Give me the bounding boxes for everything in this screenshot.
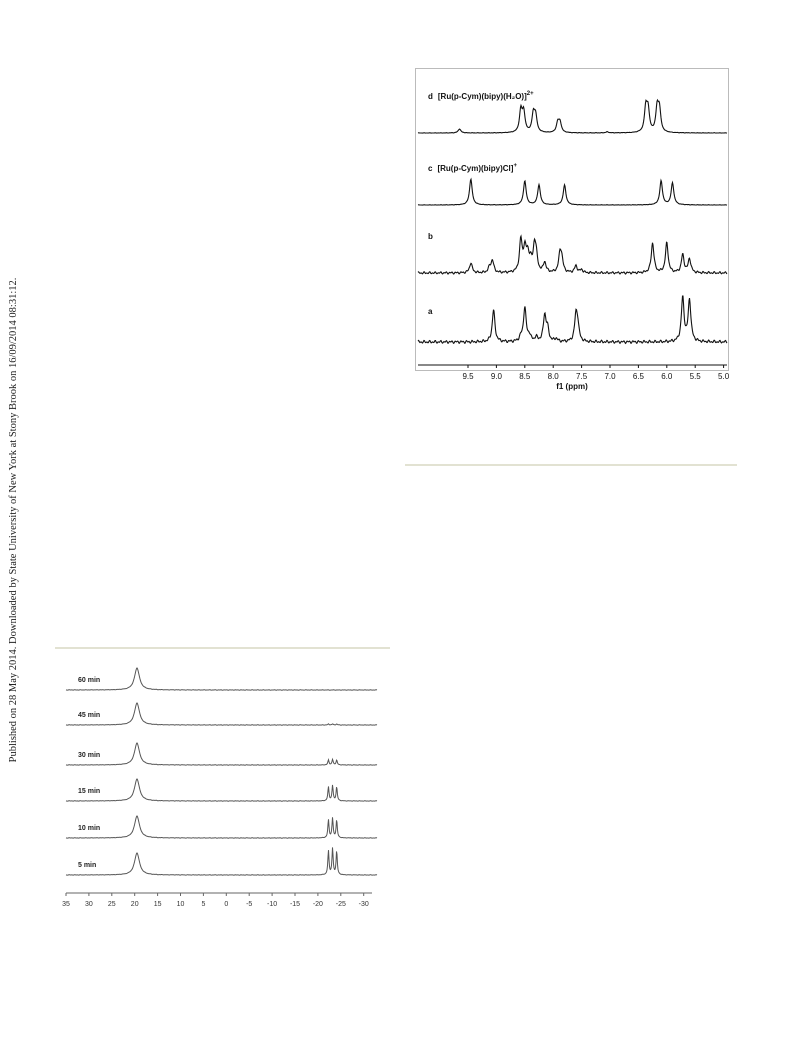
trace-label: c [Ru(p-Cym)(bipy)Cl]+ bbox=[428, 163, 517, 173]
x-tick-label: 6.5 bbox=[633, 372, 645, 381]
x-tick-label: 7.5 bbox=[576, 372, 588, 381]
spectrum bbox=[65, 815, 378, 839]
charge: 2+ bbox=[527, 91, 534, 97]
compound: [Ru(p-Cym)(bipy)Cl] bbox=[437, 164, 513, 173]
compound: [Ru(p-Cym)(bipy)(H₂O)] bbox=[438, 92, 527, 101]
trace-letter: b bbox=[428, 232, 433, 241]
x-tick-label: 30 bbox=[85, 901, 93, 908]
x-tick-label: 7.0 bbox=[604, 372, 616, 381]
x-tick-label: 20 bbox=[131, 901, 139, 908]
trace-label: 10 min bbox=[78, 825, 100, 832]
x-tick-label: 9.5 bbox=[462, 372, 474, 381]
spectrum bbox=[65, 778, 378, 802]
trace-label: 60 min bbox=[78, 677, 100, 684]
trace-label: 15 min bbox=[78, 788, 100, 795]
spectrum bbox=[65, 667, 378, 691]
x-tick-label: -25 bbox=[336, 901, 346, 908]
trace-label: d [Ru(p-Cym)(bipy)(H₂O)]2+ bbox=[428, 91, 534, 101]
figure-1-frame bbox=[415, 68, 729, 371]
trace-label: b bbox=[428, 232, 433, 241]
trace-label: a bbox=[428, 307, 433, 316]
trace-label: 30 min bbox=[78, 752, 100, 759]
figure-2: 60 min 45 min 30 min 15 min 10 min 5 min 35 30 2… bbox=[62, 667, 378, 908]
x-tick-label: -5 bbox=[246, 901, 252, 908]
x-tick-label: 10 bbox=[177, 901, 185, 908]
sidebar: Published on 28 May 2014. Downloaded by … bbox=[8, 278, 19, 763]
x-tick-label: 25 bbox=[108, 901, 116, 908]
spectrum bbox=[417, 234, 728, 275]
x-tick-label: 35 bbox=[62, 901, 70, 908]
spectrum bbox=[417, 295, 728, 345]
x-tick-label: -10 bbox=[267, 901, 277, 908]
x-tick-label: 6.0 bbox=[661, 372, 673, 381]
trace-label: 45 min bbox=[78, 712, 100, 719]
spectrum bbox=[417, 177, 728, 206]
trace-letter: a bbox=[428, 307, 433, 316]
x-tick-label: 5.5 bbox=[690, 372, 702, 381]
x-tick-label: 8.5 bbox=[519, 372, 531, 381]
x-tick-label: 0 bbox=[224, 901, 228, 908]
spectrum bbox=[417, 98, 728, 134]
charge: + bbox=[513, 163, 517, 169]
x-tick-label: 9.0 bbox=[491, 372, 503, 381]
x-axis-label: f1 (ppm) bbox=[556, 382, 588, 391]
x-tick-label: 15 bbox=[154, 901, 162, 908]
spectrum bbox=[65, 702, 378, 726]
x-tick-label: -20 bbox=[313, 901, 323, 908]
x-tick-label: -15 bbox=[290, 901, 300, 908]
spectrum bbox=[65, 742, 378, 766]
spectrum bbox=[65, 847, 378, 876]
x-tick-label: 5.0 bbox=[718, 372, 730, 381]
x-tick-label: 8.0 bbox=[548, 372, 560, 381]
x-tick-label: -30 bbox=[359, 901, 369, 908]
trace-label: 5 min bbox=[78, 862, 96, 869]
trace-letter: d bbox=[428, 92, 433, 101]
x-tick-label: 5 bbox=[201, 901, 205, 908]
figure-1: d [Ru(p-Cym)(bipy)(H₂O)]2+ c [Ru(p-Cym)(bip… bbox=[417, 91, 730, 391]
trace-letter: c bbox=[428, 164, 433, 173]
